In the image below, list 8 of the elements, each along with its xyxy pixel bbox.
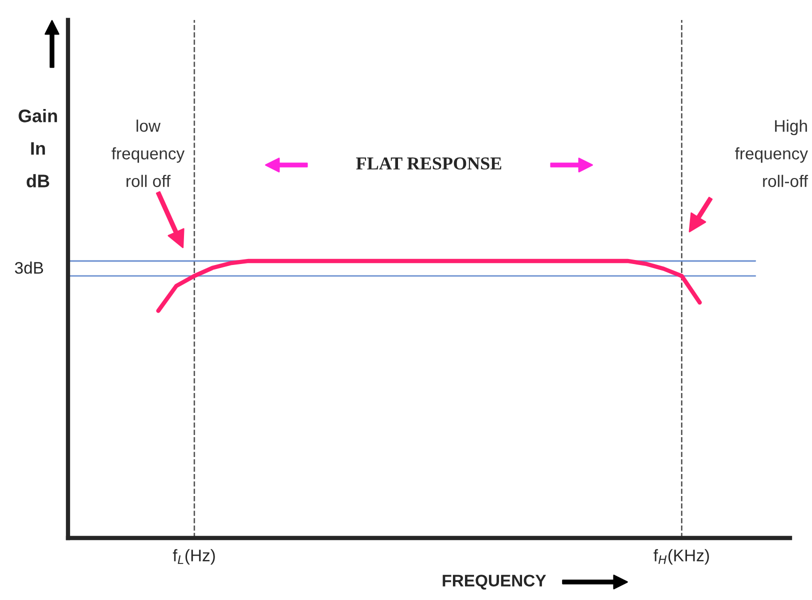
text: FLAT RESPONSE [356,157,502,170]
ref-line-label: 3dB [14,262,44,274]
x-tick-label: f$_{L}$(Hz) [172,549,215,565]
text: low frequency roll off [112,120,185,188]
text: Gain In dB [18,109,57,188]
x-tick-label: f$_{H}$(KHz) [654,549,709,565]
x-axis-title: FREQUENCY [442,574,546,590]
text: High frequency roll-off [735,120,808,188]
